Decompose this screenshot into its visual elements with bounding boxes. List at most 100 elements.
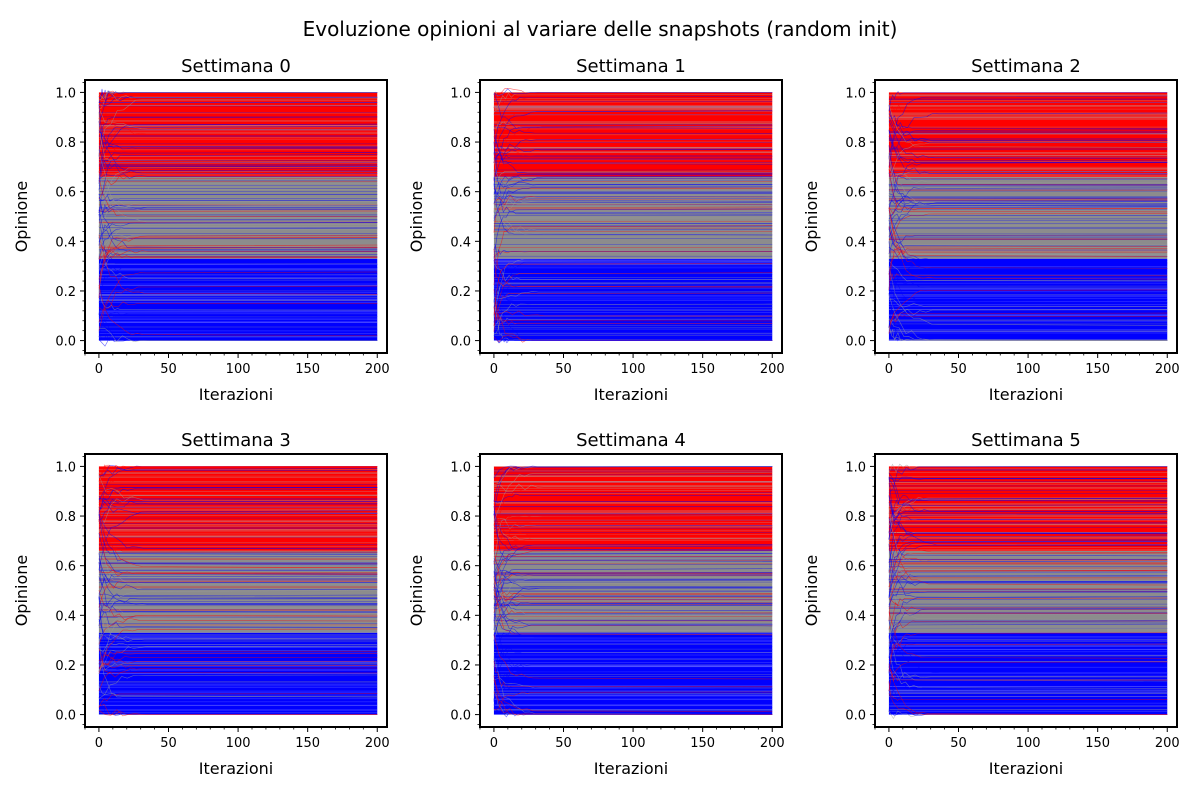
opinion-trajectories — [888, 463, 1168, 720]
x-tick-label: 150 — [1085, 736, 1110, 751]
trajectory-lines — [493, 466, 773, 711]
x-axis-label: Iterazioni — [989, 759, 1063, 778]
y-axis-label: Opinione — [12, 181, 31, 253]
x-axis-label: Iterazioni — [594, 759, 668, 778]
axes-frame — [84, 453, 388, 728]
subplot-title: Settimana 2 — [971, 56, 1081, 77]
opinion-trajectories — [493, 88, 773, 344]
y-tick-label: 0.2 — [845, 285, 866, 300]
x-tick-label: 0 — [95, 362, 103, 377]
subplot-panel: Settimana 2 0 50 100 150 200 0.0 0.2 0.4 0.6 0.8 1.… — [802, 56, 1180, 404]
y-tick-label: 0.0 — [450, 709, 471, 724]
transient-curves — [888, 91, 1168, 342]
opinion-band-low-opinion — [493, 632, 773, 715]
y-tick-label: 0.6 — [845, 186, 866, 201]
x-tick-label: 100 — [226, 736, 251, 751]
x-tick-label: 50 — [950, 362, 967, 377]
opinion-trajectories — [98, 464, 378, 717]
x-tick-label: 200 — [365, 736, 390, 751]
x-tick-label: 200 — [760, 736, 785, 751]
x-tick-label: 200 — [365, 362, 390, 377]
y-tick-label: 0.6 — [55, 560, 76, 575]
transient-curves — [98, 464, 378, 717]
x-tick-label: 100 — [1016, 736, 1041, 751]
subplot-panel: Settimana 3 0 50 100 150 200 0.0 0.2 0.4 0.6 0.8 1.… — [12, 430, 390, 778]
x-axis-label: Iterazioni — [199, 385, 273, 404]
x-tick-label: 200 — [1155, 736, 1180, 751]
subplot-panel: Settimana 4 0 50 100 150 200 0.0 0.2 0.4 0.6 0.8 1.… — [407, 430, 785, 778]
x-tick-label: 100 — [621, 362, 646, 377]
transient-curves — [888, 463, 1168, 720]
y-tick-label: 0.8 — [450, 510, 471, 525]
subplot-panel: Settimana 1 0 50 100 150 200 0.0 0.2 0.4 0.6 0.8 1.… — [407, 56, 785, 404]
y-tick-label: 0.0 — [845, 335, 866, 350]
axes-frame — [84, 79, 388, 354]
x-tick-label: 0 — [885, 736, 893, 751]
y-tick-label: 0.2 — [450, 659, 471, 674]
opinion-trajectories — [493, 465, 773, 718]
y-axis-label: Opinione — [802, 555, 821, 627]
y-tick-label: 0.4 — [55, 609, 76, 624]
y-tick-label: 0.0 — [55, 709, 76, 724]
y-tick-label: 1.0 — [450, 460, 471, 475]
y-tick-label: 0.2 — [55, 285, 76, 300]
x-tick-label: 150 — [1085, 362, 1110, 377]
x-tick-label: 150 — [295, 362, 320, 377]
x-axis-label: Iterazioni — [594, 385, 668, 404]
subplot-title: Settimana 1 — [576, 56, 686, 77]
axes-frame — [874, 79, 1178, 354]
x-tick-label: 150 — [295, 736, 320, 751]
x-tick-label: 50 — [160, 362, 177, 377]
x-tick-label: 0 — [490, 736, 498, 751]
x-tick-label: 150 — [690, 362, 715, 377]
axes-frame — [479, 79, 783, 354]
x-tick-label: 200 — [1155, 362, 1180, 377]
y-tick-label: 0.8 — [55, 510, 76, 525]
y-tick-label: 0.4 — [845, 609, 866, 624]
y-tick-label: 0.2 — [55, 659, 76, 674]
x-tick-label: 0 — [885, 362, 893, 377]
subplot-panel: Settimana 0 0 50 100 150 200 0.0 0.2 0.4 0.6 0.8 1.… — [12, 56, 390, 404]
subplot-panel: Settimana 5 0 50 100 150 200 0.0 0.2 0.4 0.6 0.8 1.… — [802, 430, 1180, 778]
y-axis-label: Opinione — [12, 555, 31, 627]
y-tick-label: 1.0 — [845, 460, 866, 475]
subplot-title: Settimana 0 — [181, 56, 291, 77]
y-tick-label: 1.0 — [450, 86, 471, 101]
x-tick-label: 50 — [555, 362, 572, 377]
opinion-band-high-opinion — [493, 466, 773, 551]
x-axis-label: Iterazioni — [199, 759, 273, 778]
x-tick-label: 50 — [950, 736, 967, 751]
opinion-band-high-opinion — [98, 466, 378, 551]
y-axis-label: Opinione — [802, 181, 821, 253]
y-tick-label: 1.0 — [845, 86, 866, 101]
y-axis-label: Opinione — [407, 555, 426, 627]
y-tick-label: 0.6 — [55, 186, 76, 201]
y-tick-label: 0.4 — [450, 609, 471, 624]
x-tick-label: 100 — [226, 362, 251, 377]
y-tick-label: 0.6 — [450, 186, 471, 201]
y-tick-label: 0.2 — [845, 659, 866, 674]
y-tick-label: 0.0 — [55, 335, 76, 350]
y-tick-label: 0.6 — [845, 560, 866, 575]
y-tick-label: 1.0 — [55, 460, 76, 475]
y-tick-label: 0.0 — [450, 335, 471, 350]
transient-curves — [493, 88, 773, 344]
x-tick-label: 50 — [555, 736, 572, 751]
y-tick-label: 0.8 — [450, 136, 471, 151]
y-tick-label: 0.4 — [845, 235, 866, 250]
x-tick-label: 0 — [490, 362, 498, 377]
y-axis-label: Opinione — [407, 181, 426, 253]
y-tick-label: 0.4 — [450, 235, 471, 250]
subplot-title: Settimana 5 — [971, 430, 1081, 451]
subplot-grid: Settimana 0 0 50 100 150 200 0.0 0.2 0.4 0.6 0.8 1.… — [12, 56, 1180, 778]
y-tick-label: 0.4 — [55, 235, 76, 250]
opinion-trajectories — [98, 88, 378, 347]
x-tick-label: 100 — [1016, 362, 1041, 377]
opinion-band-low-opinion — [493, 258, 773, 341]
y-tick-label: 0.0 — [845, 709, 866, 724]
y-tick-label: 0.8 — [845, 510, 866, 525]
y-tick-label: 0.8 — [845, 136, 866, 151]
opinion-band-high-opinion — [888, 92, 1168, 177]
subplot-title: Settimana 4 — [576, 430, 686, 451]
